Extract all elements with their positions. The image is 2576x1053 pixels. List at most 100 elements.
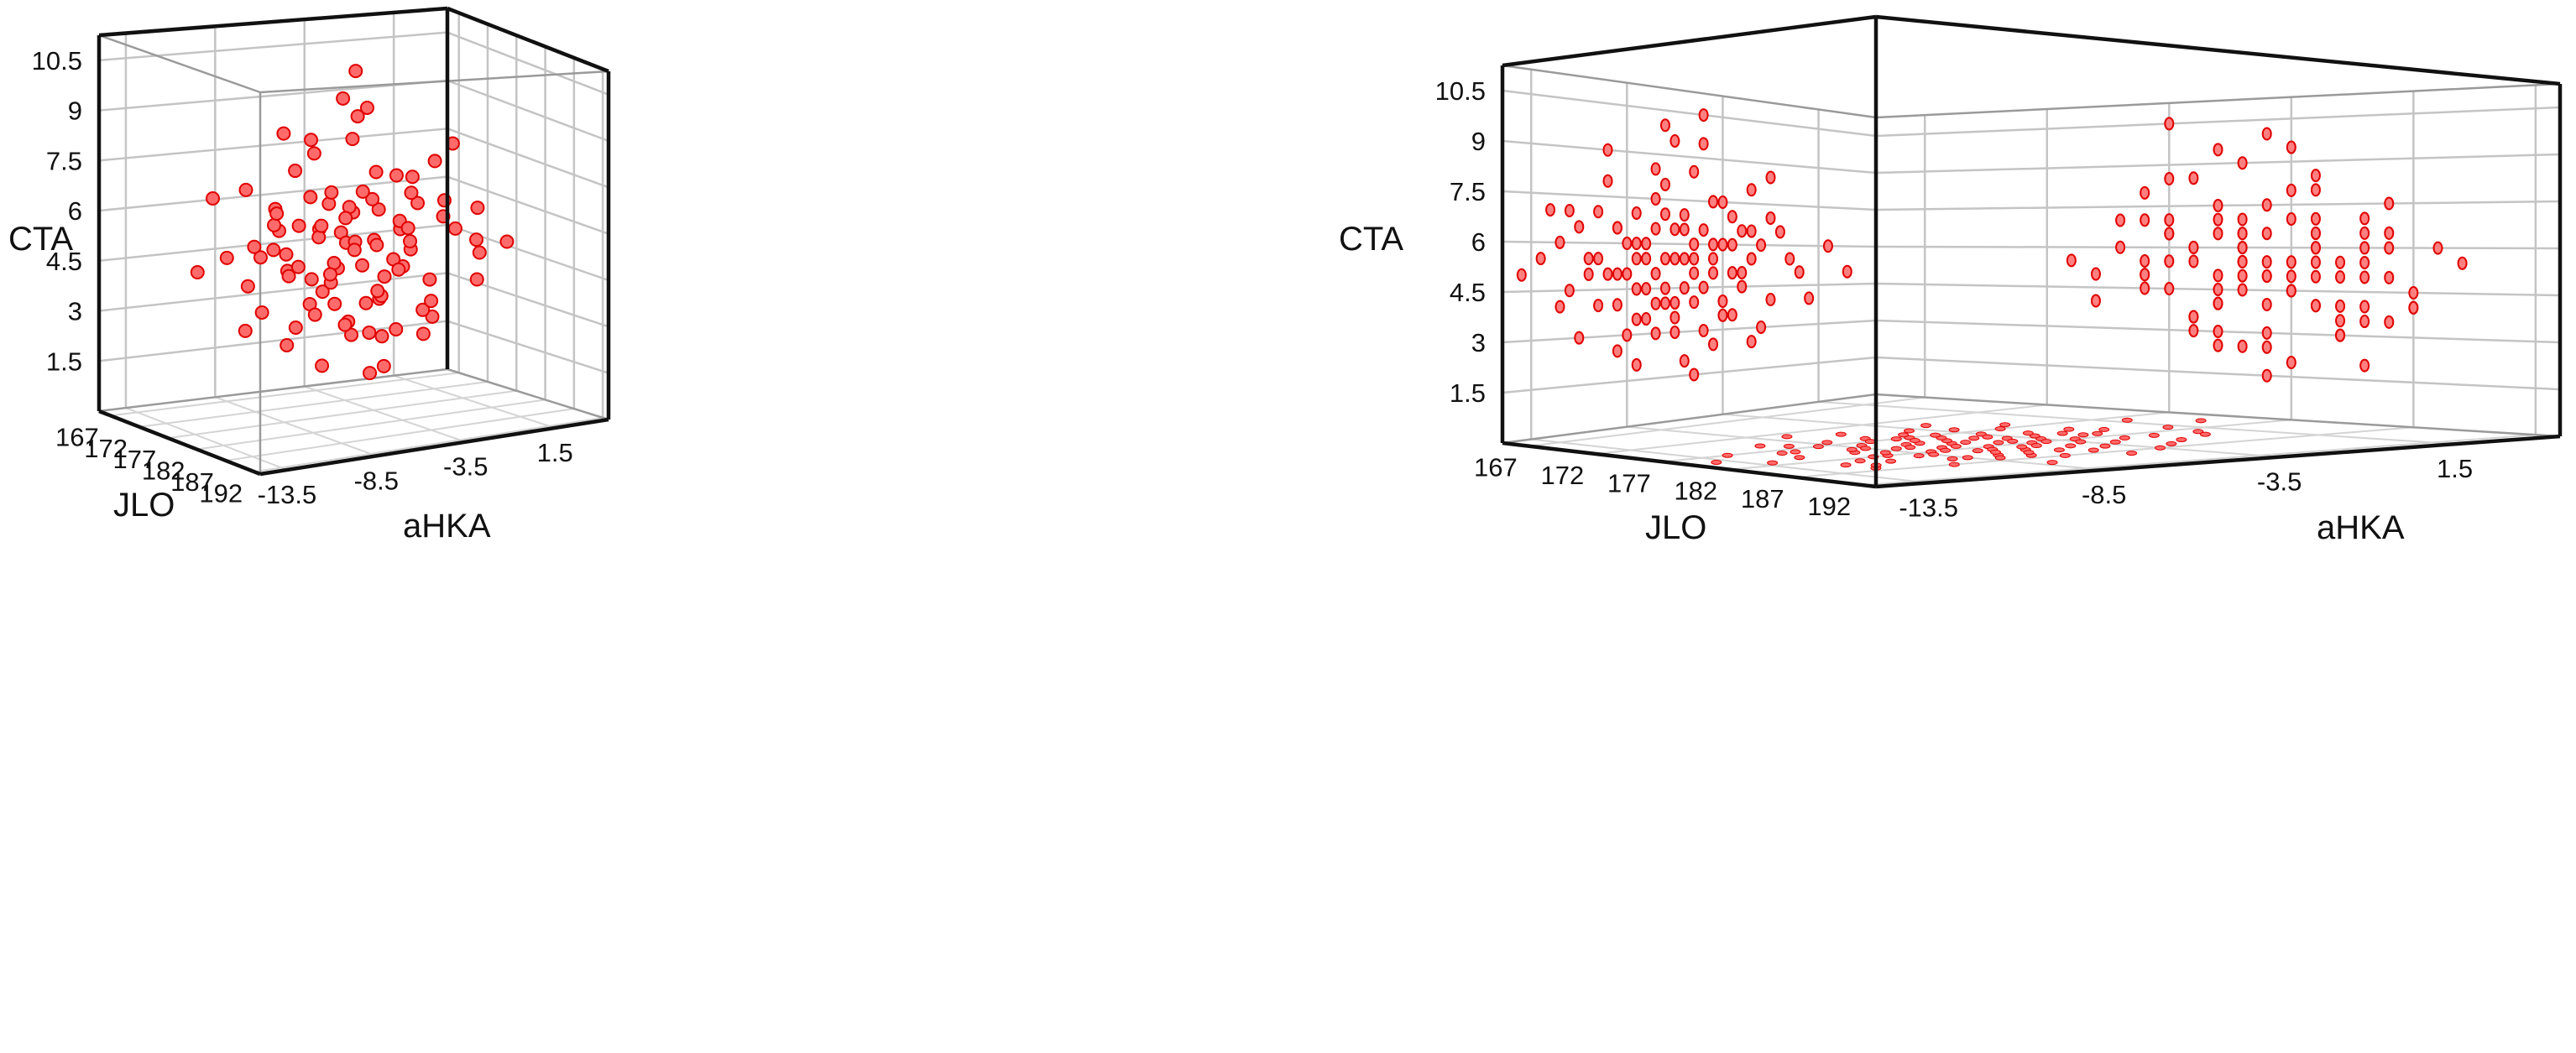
- grid-line-cta: [98, 128, 448, 162]
- data-point: [315, 284, 330, 300]
- data-point-ahka-cta-projection: [1727, 237, 1737, 252]
- data-point-jlo-cta-projection: [2261, 368, 2272, 383]
- data-point-floor-projection: [1840, 462, 1852, 468]
- data-point-ahka-cta-projection: [1564, 284, 1575, 298]
- data-point-ahka-cta-projection: [1622, 237, 1633, 250]
- data-point: [336, 91, 351, 106]
- ahka-axis-title: aHKA: [403, 508, 491, 545]
- panel-projection-scatter: 1.5 3 4.5 6 7.5 9 10.5 167 172 177 182 187 192 -13.5 -…: [1339, 14, 2563, 546]
- data-point-floor-projection: [2030, 443, 2042, 449]
- grid-line-cta: [98, 272, 448, 312]
- data-point-ahka-cta-projection: [1689, 266, 1700, 280]
- grid-line-jlo: [1662, 411, 2170, 463]
- data-point-floor-projection: [1994, 455, 2006, 461]
- data-point-ahka-cta-projection: [1554, 300, 1565, 314]
- data-point-ahka-cta-projection: [1593, 205, 1604, 219]
- data-point: [307, 307, 322, 322]
- data-point: [469, 232, 484, 248]
- data-point-ahka-cta-projection: [1659, 252, 1670, 266]
- data-point: [290, 259, 306, 274]
- grid-line-cta: [1502, 89, 1877, 138]
- data-point-ahka-cta-projection: [1593, 299, 1604, 313]
- data-point-ahka-cta-projection: [1774, 225, 1785, 239]
- data-point: [362, 325, 377, 340]
- data-point-floor-projection: [2109, 439, 2121, 445]
- data-point-jlo-cta-projection: [2432, 241, 2443, 255]
- grid-line-ahka: [1818, 400, 2455, 446]
- data-point-ahka-cta-projection: [1765, 170, 1776, 185]
- box-edge: [98, 368, 448, 413]
- data-point-ahka-cta-projection: [1574, 220, 1585, 234]
- data-point-jlo-cta-projection: [2213, 199, 2223, 212]
- data-point-jlo-cta-projection: [2286, 284, 2296, 298]
- data-point-jlo-cta-projection: [2384, 270, 2395, 284]
- data-point: [205, 190, 220, 206]
- cta-tick-label: 3: [1471, 328, 1486, 357]
- ahka-tick-label: -3.5: [443, 452, 488, 482]
- data-point-jlo-cta-projection: [2188, 254, 2199, 268]
- data-point-floor-projection: [1781, 434, 1793, 440]
- data-point-ahka-cta-projection: [1746, 335, 1757, 349]
- grid-line-cta: [447, 320, 609, 374]
- data-point: [219, 250, 234, 265]
- grid-line-ahka: [214, 396, 377, 457]
- data-point-floor-projection: [2119, 435, 2130, 440]
- data-point: [190, 265, 205, 280]
- data-point-ahka-cta-projection: [1717, 195, 1728, 209]
- data-point: [253, 250, 268, 265]
- data-point-jlo-cta-projection: [2359, 241, 2370, 255]
- data-point-floor-projection: [2077, 432, 2089, 438]
- data-point-ahka-cta-projection: [1756, 238, 1767, 253]
- data-point-floor-projection: [1890, 436, 1902, 442]
- data-point-jlo-cta-projection: [2359, 300, 2370, 314]
- data-point: [247, 239, 262, 254]
- grid-line-ahka: [1722, 413, 2280, 458]
- box-edge: [1875, 82, 2561, 119]
- data-point: [303, 190, 318, 205]
- data-point-jlo-cta-projection: [2261, 340, 2272, 354]
- data-point-jlo-cta-projection: [2237, 241, 2248, 255]
- box-edge-bold: [98, 6, 448, 38]
- data-point: [365, 191, 380, 206]
- data-point-ahka-cta-projection: [1698, 223, 1709, 237]
- grid-line-cta: [1875, 356, 2561, 391]
- data-point: [368, 164, 384, 180]
- data-point-ahka-cta-projection: [1602, 174, 1613, 188]
- jlo-tick-label: 187: [1741, 484, 1784, 513]
- data-point-floor-projection: [2155, 445, 2166, 451]
- data-point-jlo-cta-projection: [2261, 198, 2272, 212]
- data-point-jlo-cta-projection: [2384, 315, 2395, 329]
- data-point-ahka-cta-projection: [1641, 282, 1652, 296]
- data-point-jlo-cta-projection: [2140, 281, 2150, 295]
- data-point-ahka-cta-projection: [1756, 321, 1767, 334]
- data-point-jlo-cta-projection: [2286, 269, 2296, 284]
- data-point-floor-projection: [1962, 455, 1973, 461]
- data-point-floor-projection: [1909, 437, 1920, 443]
- ahka-tick-label: -13.5: [1899, 493, 1958, 522]
- data-point-floor-projection: [1968, 435, 1980, 441]
- data-point-floor-projection: [1890, 446, 1902, 451]
- data-point-ahka-cta-projection: [1708, 237, 1719, 252]
- data-point-floor-projection: [1722, 452, 1733, 458]
- data-point-ahka-cta-projection: [1612, 267, 1622, 281]
- data-point: [288, 164, 303, 179]
- data-point-jlo-cta-projection: [2310, 255, 2321, 269]
- data-point: [337, 317, 353, 332]
- data-point-ahka-cta-projection: [1717, 308, 1728, 322]
- data-point: [377, 269, 392, 284]
- data-point: [306, 146, 321, 161]
- data-point-floor-projection: [2007, 438, 2019, 444]
- data-point-jlo-cta-projection: [2237, 283, 2248, 297]
- data-point-jlo-cta-projection: [2359, 315, 2370, 329]
- jlo-tick-label: 192: [1807, 492, 1851, 521]
- data-point-floor-projection: [1913, 453, 1925, 459]
- data-point-ahka-cta-projection: [1650, 192, 1661, 206]
- data-point-jlo-cta-projection: [2213, 283, 2223, 296]
- jlo-axis-title: JLO: [113, 487, 175, 524]
- data-point: [276, 126, 291, 141]
- data-point-ahka-cta-projection: [1689, 295, 1700, 310]
- data-point-jlo-cta-projection: [2164, 282, 2175, 295]
- data-point-floor-projection: [2098, 426, 2110, 432]
- data-point-ahka-cta-projection: [1612, 344, 1622, 358]
